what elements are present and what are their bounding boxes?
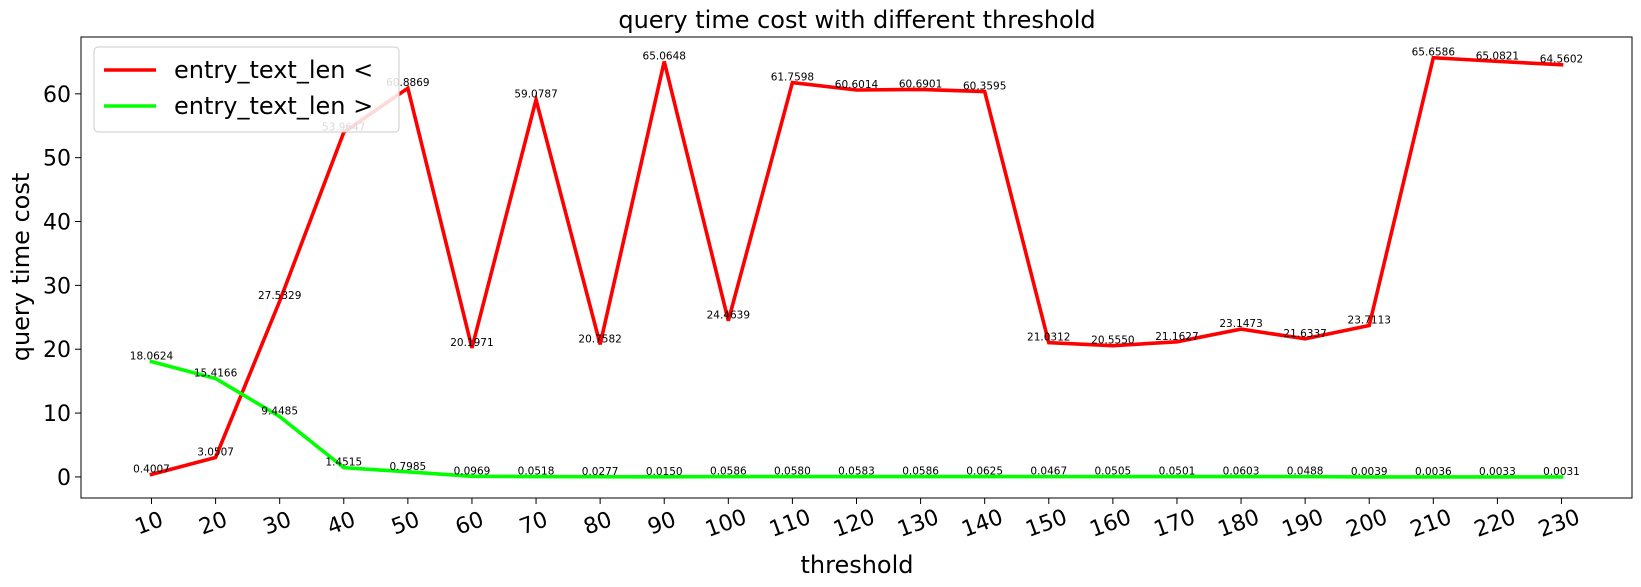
data-label: 21.6337: [1283, 328, 1326, 340]
data-label: 61.7598: [771, 72, 814, 84]
series-line-2: [149, 359, 1564, 479]
data-label: 23.1473: [1219, 318, 1262, 330]
x-tick-label: 100: [702, 505, 750, 543]
data-label: 0.0488: [1287, 466, 1324, 478]
data-label: 15.4166: [194, 367, 238, 379]
y-axis-label: query time cost: [7, 173, 35, 362]
data-label: 0.0031: [1543, 466, 1580, 478]
data-label: 59.0787: [514, 89, 557, 101]
data-label: 0.0467: [1030, 466, 1067, 478]
x-tick-label: 10: [132, 507, 167, 540]
data-label: 0.0505: [1094, 466, 1131, 478]
data-label: 1.4515: [325, 457, 362, 469]
data-label: 0.0625: [966, 466, 1003, 478]
data-label: 0.4007: [133, 463, 170, 475]
data-label: 9.4485: [261, 406, 298, 418]
x-tick-label: 50: [388, 507, 423, 540]
x-tick-label: 140: [958, 505, 1006, 543]
y-tick-label: 10: [43, 402, 71, 427]
data-label: 0.0277: [582, 466, 619, 478]
data-label: 0.0583: [838, 466, 875, 478]
data-label: 0.0501: [1159, 466, 1196, 478]
y-tick-label: 60: [43, 83, 71, 108]
data-label: 60.6901: [899, 78, 942, 90]
y-axis: 0 10 20 30 40 50 60: [43, 83, 81, 491]
x-tick-label: 110: [766, 505, 814, 543]
data-label: 65.0821: [1476, 50, 1519, 62]
data-label: 65.6586: [1412, 47, 1456, 59]
chart-title: query time cost with different threshold: [618, 6, 1095, 34]
x-axis-label: threshold: [800, 551, 913, 579]
x-tick-label: 210: [1407, 505, 1455, 543]
data-label: 21.0312: [1027, 332, 1070, 344]
data-label: 20.7582: [578, 333, 621, 345]
data-label: 20.5550: [1091, 335, 1134, 347]
data-label: 20.1971: [450, 337, 493, 349]
x-tick-label: 40: [324, 507, 359, 540]
legend: entry_text_len < entry_text_len >: [93, 46, 400, 133]
x-tick-label: 120: [830, 505, 878, 543]
x-tick-label: 160: [1087, 505, 1135, 543]
x-tick-label: 230: [1535, 505, 1583, 543]
x-tick-label: 200: [1343, 505, 1391, 543]
x-tick-label: 70: [516, 507, 551, 540]
data-label: 0.0039: [1351, 466, 1388, 478]
legend-label: entry_text_len <: [174, 56, 373, 84]
y-tick-label: 40: [43, 211, 71, 236]
data-label: 65.0648: [643, 50, 686, 62]
data-label: 3.0507: [197, 446, 234, 458]
data-label: 0.0033: [1479, 466, 1516, 478]
y-tick-label: 0: [57, 466, 71, 491]
x-tick-label: 60: [452, 507, 487, 540]
x-tick-label: 180: [1215, 505, 1263, 543]
data-label: 0.0969: [454, 465, 491, 477]
data-label: 0.7985: [389, 461, 426, 473]
y-tick-label: 50: [43, 147, 71, 172]
data-label: 27.5329: [258, 290, 301, 302]
y-tick-label: 30: [43, 274, 71, 299]
data-label: 21.1627: [1155, 331, 1198, 343]
data-label: 24.4639: [707, 310, 750, 322]
data-label: 0.0036: [1415, 466, 1452, 478]
data-label: 23.7113: [1348, 315, 1391, 327]
data-label: 0.0586: [710, 466, 747, 478]
data-label: 0.0150: [646, 466, 683, 478]
x-tick-label: 150: [1023, 505, 1071, 543]
data-label: 0.0518: [518, 466, 555, 478]
x-axis: 10 20 30 40 50 60 70 80 90 100 110 120 130 140 150 160 1…: [132, 498, 1583, 543]
x-tick-label: 90: [645, 507, 680, 540]
data-label: 60.3595: [963, 81, 1006, 93]
x-tick-label: 30: [260, 507, 295, 540]
y-tick-label: 20: [43, 338, 71, 363]
x-tick-label: 130: [894, 505, 942, 543]
x-tick-label: 220: [1471, 505, 1519, 543]
data-label: 0.0603: [1223, 466, 1260, 478]
data-label: 0.0580: [774, 466, 811, 478]
legend-box: [93, 46, 400, 133]
x-tick-label: 170: [1151, 505, 1199, 543]
data-label: 64.5602: [1540, 54, 1583, 66]
x-tick-label: 20: [196, 507, 231, 540]
x-tick-label: 80: [580, 507, 615, 540]
legend-label: entry_text_len >: [174, 92, 373, 120]
data-label: 18.0624: [130, 351, 174, 363]
plot-area: 0.40073.050727.532953.964760.886920.1971…: [130, 47, 1583, 479]
data-label: 0.0586: [902, 466, 939, 478]
data-label: 60.6014: [835, 79, 879, 91]
x-tick-label: 190: [1279, 505, 1327, 543]
